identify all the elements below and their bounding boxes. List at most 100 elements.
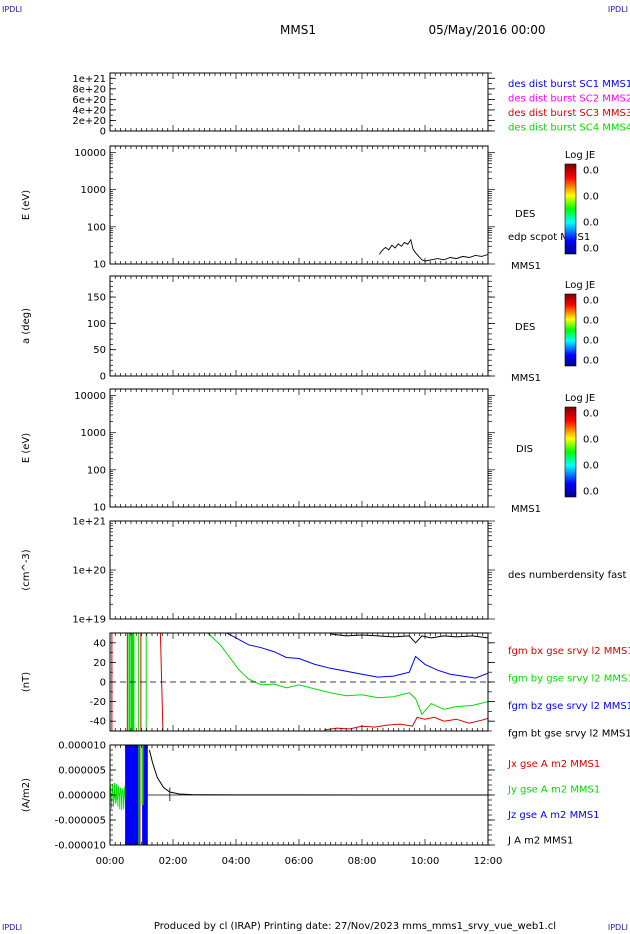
legend-entry: fgm by gse srvy l2 MMS1	[508, 674, 630, 685]
y-tick-label: 10000	[74, 148, 106, 159]
legend-entry: des dist burst SC3 MMS3	[508, 108, 630, 119]
y-tick-label: 100	[87, 222, 106, 233]
colorbar	[564, 293, 577, 367]
y-tick-label: 1e+21	[72, 74, 106, 85]
fgm-series-line	[207, 633, 488, 716]
legend-entry: Jx gse A m2 MMS1	[507, 759, 600, 770]
spacecraft-label: MMS1	[511, 373, 541, 384]
y-axis-label: E (eV)	[21, 190, 32, 220]
y-tick-label: 1000	[81, 428, 106, 439]
panel-density: 1e+19 1e+20 1e+21 (cm^-3) des numberdensity …	[21, 517, 630, 626]
y-tick-label: 1000	[81, 185, 106, 196]
overlay-label: edp scpot MMS1	[508, 232, 590, 243]
fgm-series-line	[324, 716, 488, 731]
x-axis: 00:00 02:00 04:00 06:00 08:00 10:00 12:00	[96, 856, 503, 867]
colorbar-tick-label: 0.0	[583, 435, 599, 446]
y-tick-label: 0	[100, 372, 106, 383]
legend-entry: des dist burst SC4 MMS4	[508, 123, 630, 134]
y-tick-label: -40	[90, 717, 106, 728]
y-tick-label: 0.000000	[58, 791, 106, 802]
jz-burst	[125, 745, 140, 845]
legend-entry: des dist burst SC2 MMS2	[508, 94, 630, 105]
colorbar-label: Log JE	[565, 393, 595, 404]
y-tick-label: 150	[87, 293, 106, 304]
j-magnitude-line	[148, 749, 488, 796]
x-tick-label: 00:00	[96, 856, 125, 867]
x-tick-label: 10:00	[411, 856, 440, 867]
colorbar-tick-label: 0.0	[583, 244, 599, 255]
y-tick-label: 0.000010	[58, 741, 106, 752]
y-axis-label: (nT)	[21, 672, 32, 692]
legend-entry: Jy gse A m2 MMS1	[507, 785, 600, 796]
legend-entry: fgm bt gse srvy l2 MMS1	[508, 729, 630, 740]
corner-label-tl: IPDLI	[2, 5, 22, 14]
fgm-series-line	[226, 633, 488, 679]
y-tick-label: 2e+20	[72, 116, 106, 127]
jy-burst	[141, 745, 144, 805]
y-tick-label: 8e+20	[72, 84, 106, 95]
y-tick-label: -0.000010	[55, 841, 106, 852]
colorbar	[564, 406, 577, 498]
panel-dis-energy: 10 100 1000 10000 E (eV) DIS MMS1 Log JE 0.0 0.0 0…	[21, 388, 599, 515]
colorbar-label: Log JE	[565, 150, 595, 161]
y-tick-label: 100	[87, 465, 106, 476]
y-tick-label: 0	[100, 127, 106, 138]
instrument-label: DES	[515, 209, 535, 220]
spacecraft-title: MMS1	[280, 23, 316, 37]
instrument-label: DIS	[516, 444, 533, 455]
legend-entry: fgm bz gse srvy l2 MMS1	[508, 701, 630, 712]
colorbar	[564, 163, 577, 255]
y-tick-label: 40	[93, 638, 106, 649]
colorbar-tick-label: 0.0	[583, 296, 599, 307]
corner-label-bl: IPDLI	[2, 923, 22, 932]
footer-text: Produced by cl (IRAP) Printing date: 27/…	[154, 921, 556, 932]
y-axis-label: a (deg)	[21, 308, 32, 344]
y-tick-label: 20	[93, 658, 106, 669]
y-tick-label: 10	[93, 260, 106, 271]
current-traces	[110, 745, 488, 845]
y-tick-label: 50	[93, 345, 106, 356]
x-tick-label: 06:00	[285, 856, 314, 867]
date-title: 05/May/2016 00:00	[428, 23, 545, 37]
colorbar-tick-label: 0.0	[583, 409, 599, 420]
x-tick-label: 02:00	[159, 856, 188, 867]
spacecraft-label: MMS1	[511, 261, 541, 272]
y-tick-label: -0.000005	[55, 816, 106, 827]
panel-des-pitch: 0 50 100 150 a (deg) DES MMS1 Log JE 0.0 0.0 0.0 0.…	[21, 275, 599, 384]
y-tick-label: 1e+19	[72, 615, 106, 626]
colorbar-tick-label: 0.0	[583, 487, 599, 498]
y-tick-label: -20	[90, 697, 106, 708]
x-tick-label: 08:00	[348, 856, 377, 867]
y-tick-label: 0.000005	[58, 766, 106, 777]
corner-label-tr: IPDLI	[608, 5, 628, 14]
panel-frame	[109, 388, 489, 508]
colorbar-tick-label: 0.0	[583, 218, 599, 229]
legend-entry: Jz gse A m2 MMS1	[507, 810, 600, 821]
y-tick-label: 0	[100, 678, 106, 689]
jz-burst	[142, 745, 148, 845]
colorbar-tick-label: 0.0	[583, 461, 599, 472]
instrument-label: DES	[515, 322, 535, 333]
corner-label-br: IPDLI	[608, 923, 628, 932]
y-tick-label: 10000	[74, 391, 106, 402]
panel-frame	[109, 72, 489, 132]
panel-current: -0.000010 -0.000005 0.000000 0.000005 0.0000…	[21, 741, 600, 852]
y-tick-label: 100	[87, 319, 106, 330]
panel-frame	[109, 275, 489, 377]
jy-burst	[138, 745, 141, 845]
panel-fgm: -40 -20 0 20 40 (nT) fgm bx gse srvy l2 MMS1 fg…	[21, 632, 630, 740]
colorbar-tick-label: 0.0	[583, 166, 599, 177]
y-tick-label: 4e+20	[72, 105, 106, 116]
scpot-line	[378, 238, 489, 262]
y-tick-label: 1e+20	[72, 566, 106, 577]
legend-entry: J A m2 MMS1	[507, 836, 573, 847]
colorbar-tick-label: 0.0	[583, 336, 599, 347]
panel-frame	[109, 145, 489, 265]
y-axis-label: (cm^-3)	[21, 549, 32, 590]
legend-entry: des numberdensity fast M	[508, 570, 630, 581]
panel-des-energy: 10 100 1000 10000 E (eV) DES edp scpot MMS1 MMS…	[21, 145, 599, 272]
x-tick-label: 04:00	[222, 856, 251, 867]
y-tick-label: 10	[93, 503, 106, 514]
